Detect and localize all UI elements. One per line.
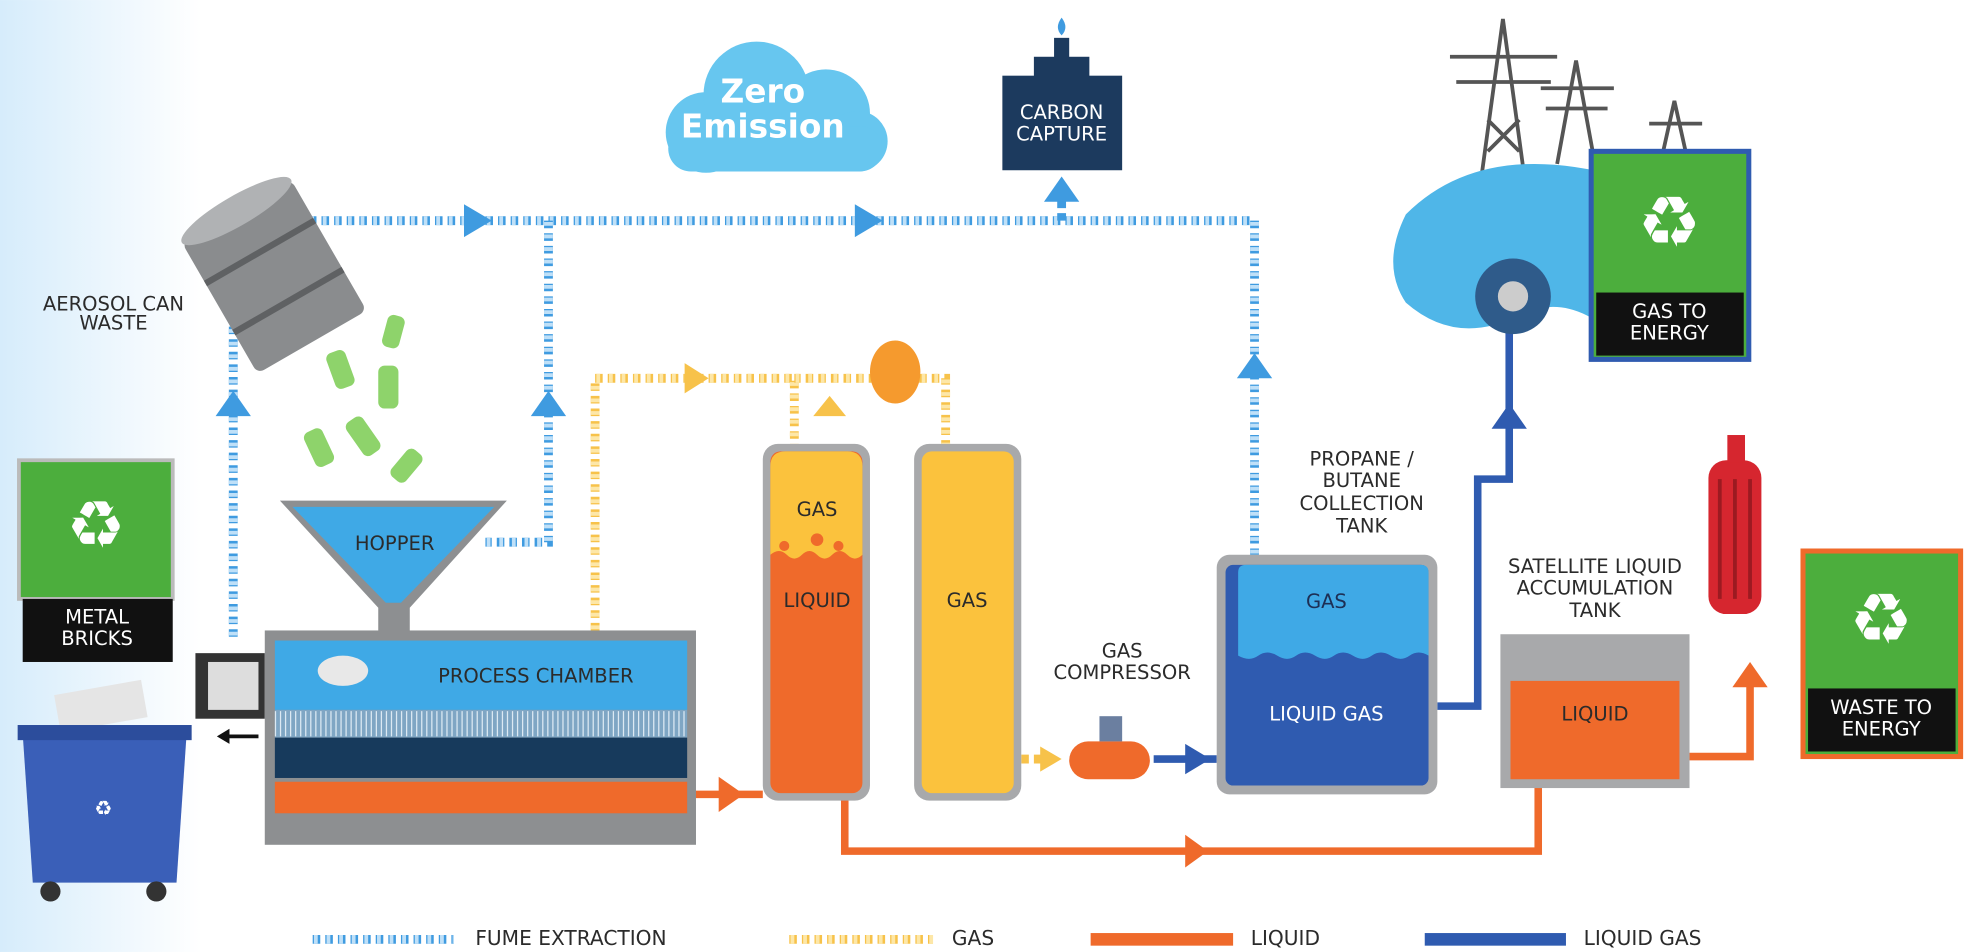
label: TANK <box>1568 599 1621 622</box>
label: HOPPER <box>355 532 435 555</box>
recycle-icon: ♻ <box>94 796 112 820</box>
label: BUTANE <box>1322 469 1400 492</box>
label: CARBON <box>1020 101 1104 124</box>
label: TANK <box>1335 515 1388 538</box>
label: ACCUMULATION <box>1517 576 1674 599</box>
bin: ♻ <box>17 679 192 902</box>
label: PROPANE / <box>1310 448 1415 471</box>
recycle-icon: ♻ <box>1850 578 1913 661</box>
collection-tank: GAS LIQUID GAS <box>1216 554 1438 795</box>
label: LIQUID GAS <box>1269 702 1383 725</box>
tank-2: GAS <box>914 443 1022 801</box>
legend: FUME EXTRACTION GAS LIQUID LIQUID GAS <box>312 926 1702 950</box>
cans <box>303 314 423 483</box>
legend-label: LIQUID <box>1251 926 1320 950</box>
cloud-text: Zero <box>720 72 805 110</box>
label: GAS <box>797 498 838 521</box>
label: LIQUID <box>1561 702 1628 725</box>
metal-bricks: ♻ METAL BRICKS <box>17 458 175 662</box>
label: LIQUID <box>783 589 850 612</box>
label: PROCESS CHAMBER <box>438 665 634 688</box>
label: ENERGY <box>1630 322 1709 345</box>
satellite-tank: LIQUID <box>1500 634 1690 789</box>
liquid-lines <box>690 661 1768 868</box>
legend-label: FUME EXTRACTION <box>475 926 666 950</box>
cloud-text: Emission <box>681 108 845 146</box>
legend-label: LIQUID GAS <box>1584 926 1702 950</box>
label: GAS <box>947 589 988 612</box>
arrow <box>216 728 230 744</box>
label: GAS <box>1102 639 1143 662</box>
barrel <box>181 176 364 371</box>
recycle-icon: ♻ <box>1638 181 1701 264</box>
label: METAL <box>65 605 129 628</box>
waste-to-energy: ♻ WASTE TO ENERGY <box>1800 548 1964 760</box>
label: BRICKS <box>61 627 133 650</box>
label: AEROSOL CAN <box>43 293 184 316</box>
gas-to-energy: ♻ GAS TO ENERGY <box>1588 148 1752 362</box>
label: WASTE TO <box>1830 696 1932 719</box>
tank-1: GAS LIQUID <box>762 443 870 801</box>
label: ENERGY <box>1842 718 1921 741</box>
pylons <box>1449 18 1703 177</box>
label: WASTE <box>79 312 147 335</box>
turbine <box>1393 163 1621 341</box>
hopper: HOPPER <box>279 500 507 631</box>
label: CAPTURE <box>1016 122 1107 145</box>
cloud: Zero Emission <box>665 41 888 173</box>
label: GAS TO <box>1632 300 1706 323</box>
label: GAS <box>1306 590 1347 613</box>
label: COLLECTION <box>1299 492 1423 515</box>
process-chamber: PROCESS CHAMBER <box>264 630 696 845</box>
press <box>208 661 259 710</box>
carbon-capture: CARBON CAPTURE <box>1002 17 1123 171</box>
label: SATELLITE LIQUID <box>1508 555 1682 578</box>
label: COMPRESSOR <box>1054 661 1192 684</box>
legend-label: GAS <box>952 926 994 950</box>
gas-lines <box>590 340 1062 772</box>
recycle-icon: ♻ <box>66 488 125 564</box>
fume-lines <box>215 176 1273 637</box>
liquid-gas-lines <box>1153 321 1527 775</box>
compressor: GAS COMPRESSOR <box>1054 639 1192 780</box>
gas-cylinder <box>1708 435 1762 615</box>
